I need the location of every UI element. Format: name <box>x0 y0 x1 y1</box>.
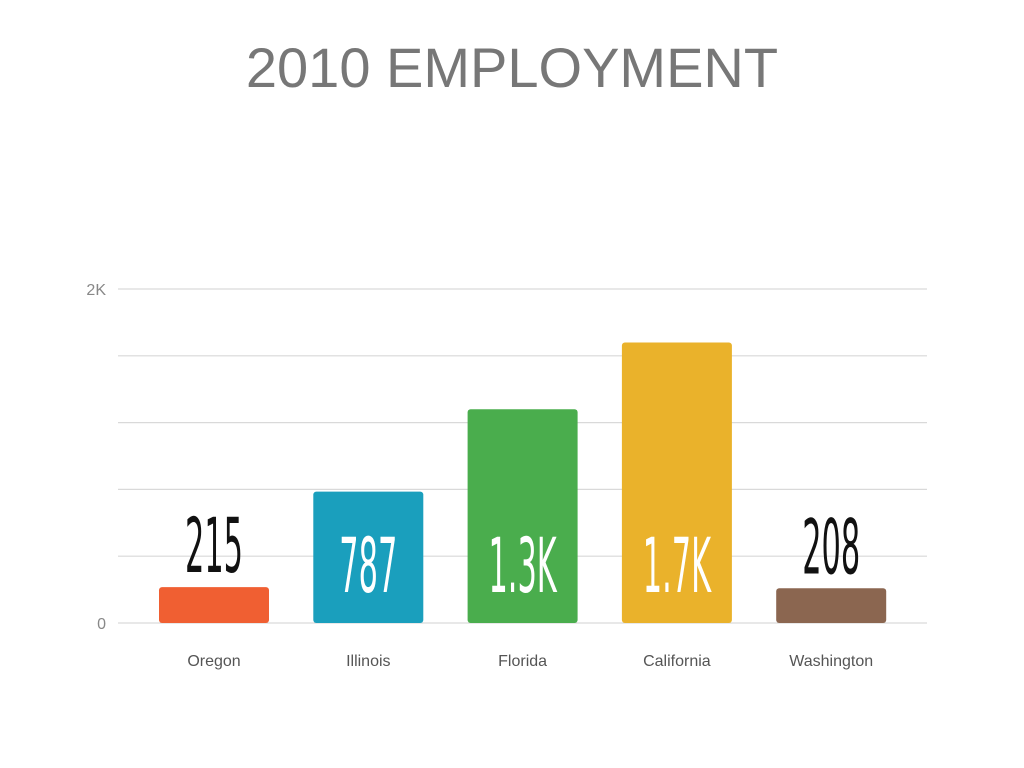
x-tick-label: Oregon <box>187 653 240 670</box>
value-label: 208 <box>802 502 860 591</box>
value-label: 215 <box>185 501 243 590</box>
value-label-group: 787 <box>339 521 397 610</box>
value-label: 1.3K <box>488 521 557 610</box>
value-label-group: 208 <box>802 502 860 591</box>
bar <box>159 587 269 623</box>
x-tick-label: California <box>643 653 711 670</box>
y-tick-label: 2K <box>86 282 106 299</box>
value-label: 787 <box>339 521 397 610</box>
x-tick-label: Washington <box>789 653 873 670</box>
chart-title: 2010 EMPLOYMENT <box>246 36 778 99</box>
x-tick-label: Illinois <box>346 653 390 670</box>
bar <box>621 342 732 623</box>
x-tick-label: Florida <box>498 653 547 670</box>
bar <box>776 588 887 623</box>
bar <box>467 409 578 623</box>
value-label-group: 215 <box>185 501 243 590</box>
value-label-group: 1.3K <box>488 521 557 610</box>
value-label-group: 1.7K <box>643 521 712 610</box>
bar <box>313 491 424 623</box>
value-label: 1.7K <box>643 521 712 610</box>
y-tick-label: 0 <box>97 616 106 633</box>
